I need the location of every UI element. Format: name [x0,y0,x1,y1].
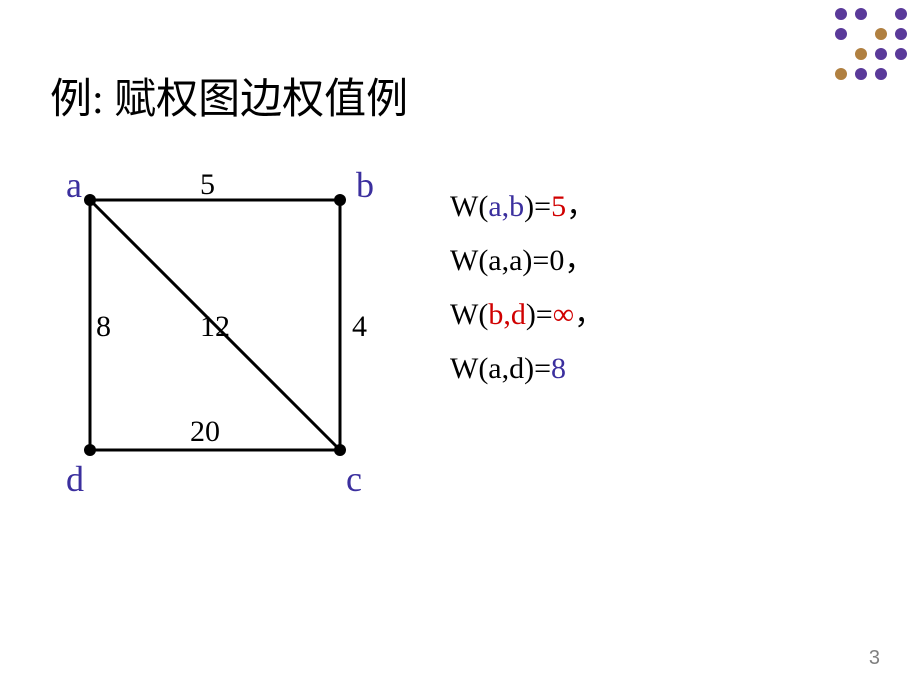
equation-part: b,d [488,298,526,331]
decoration-dot [855,8,867,20]
decoration-dot [895,28,907,40]
equation-part: W(a,d)= [450,352,551,385]
decoration-dot [855,48,867,60]
decoration-dot [895,48,907,60]
graph-node [84,194,96,206]
equation-part: ， [574,298,604,331]
equation-part: a,b [488,190,524,223]
equation-part: )= [524,190,551,223]
graph-node [334,444,346,456]
equation-part: 8 [551,352,566,385]
equation-line: W(a,d)=8 [450,342,604,396]
page-number: 3 [869,647,880,670]
equation-part: W( [450,298,488,331]
decoration-dot [835,68,847,80]
edge-weight: 8 [96,310,111,344]
decoration-dot [875,48,887,60]
equation-part: ∞ [553,298,574,331]
node-label: c [346,458,362,500]
page-title: 例: 赋权图边权值例 [50,65,408,126]
equation-part: W( [450,190,488,223]
decoration-dot [855,68,867,80]
edge-weight: 12 [200,310,230,344]
equation-part: ， [566,190,596,223]
decoration-dot [895,8,907,20]
graph-node [84,444,96,456]
equation-line: W(a,a)=0， [450,234,604,288]
node-label: d [66,458,84,500]
node-label: b [356,164,374,206]
equation-part: W(a,a)=0， [450,244,594,277]
equation-part: )= [526,298,553,331]
equation-line: W(b,d)=∞， [450,288,604,342]
decoration-dot [875,28,887,40]
node-label: a [66,164,82,206]
edge-weight: 5 [200,168,215,202]
equation-line: W(a,b)=5， [450,180,604,234]
edge-weight: 20 [190,415,220,449]
equations-block: W(a,b)=5，W(a,a)=0，W(b,d)=∞，W(a,d)=8 [450,180,604,396]
equation-part: 5 [551,190,566,223]
edge-weight: 4 [352,310,367,344]
decoration-dot [835,28,847,40]
graph-node [334,194,346,206]
weighted-graph: a b c d 5 4 20 8 12 [60,160,380,520]
decoration-dot [835,8,847,20]
decoration-dot [875,68,887,80]
